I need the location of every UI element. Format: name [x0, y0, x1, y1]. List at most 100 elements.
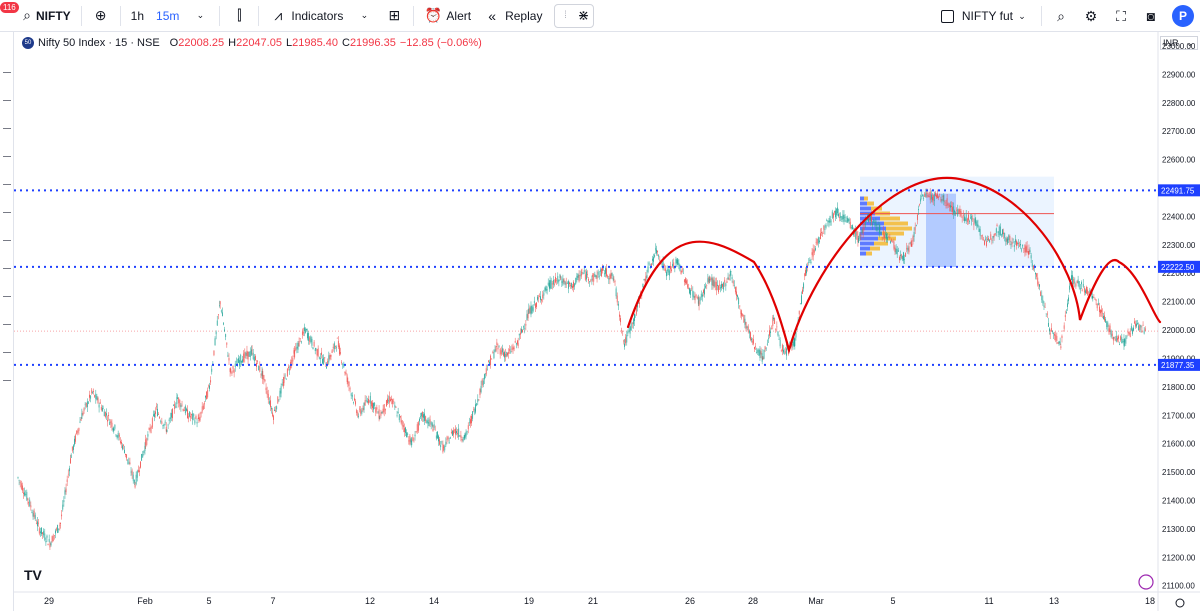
settings-button[interactable]: ⚙ [1076, 0, 1106, 32]
candle-body-down [1116, 337, 1118, 341]
candle-body-up [43, 531, 45, 536]
candle-body-down [967, 214, 969, 221]
candle-body-up [221, 312, 223, 317]
candle-body-up [930, 194, 932, 200]
candle-body-down [1118, 336, 1119, 339]
snapshot-button[interactable]: ◙ [1136, 0, 1166, 32]
currency-selector[interactable]: INR ⌄ [1160, 36, 1198, 50]
fullscreen-button[interactable]: ⛶ [1106, 0, 1136, 32]
candle-body-up [642, 283, 644, 288]
interval-1h-button[interactable]: 1h [130, 8, 145, 23]
price-chart[interactable]: 23000.00 22900.00 22800.00 22700.00 22600.00… [14, 32, 1200, 611]
candle-body-down [47, 543, 49, 546]
interval-15m-button[interactable]: 15m [156, 8, 180, 23]
candle-body-up [611, 273, 613, 276]
indicators-button[interactable]: ⩘ Indicators [263, 0, 349, 32]
candle-body-up [768, 338, 769, 340]
drawing-tool-widget[interactable]: ⁞ ⋇ [554, 3, 595, 28]
avatar[interactable]: P [1172, 5, 1194, 27]
candle-body-down [1101, 309, 1102, 313]
candle-body-up [225, 334, 227, 337]
candle-body-up [41, 527, 42, 535]
candle-body-down [985, 241, 987, 246]
plus-circle-icon: ⊕ [94, 7, 107, 23]
templates-button[interactable]: ⊞ [379, 0, 409, 32]
candle-body-up [850, 227, 852, 229]
candle-body-down [1037, 277, 1039, 285]
layout-checkbox[interactable] [940, 9, 954, 23]
quick-search-button[interactable]: ⌕ [1046, 0, 1076, 32]
candle-body-up [459, 435, 461, 437]
candle-body-down [673, 262, 675, 269]
candle-body-up [63, 500, 65, 503]
candle-body-down [680, 270, 682, 274]
compare-button[interactable]: ⊕ [86, 0, 116, 32]
candle-body-up [727, 276, 729, 280]
candle-body-down [610, 272, 612, 279]
candle-body-up [406, 432, 407, 438]
candle-body-up [1010, 244, 1012, 246]
candle-body-up [48, 538, 50, 542]
volume-profile-bar-down [874, 241, 888, 246]
tool-trendline-icon[interactable] [3, 100, 11, 101]
tool-cursor-icon[interactable] [3, 72, 11, 73]
candle-body-up [701, 294, 703, 297]
tool-text-icon[interactable] [3, 212, 11, 213]
candle-body-down [60, 522, 61, 524]
candle-body-down [139, 470, 140, 472]
candle-body-up [655, 247, 657, 251]
candle-body-down [1142, 324, 1144, 326]
alert-button[interactable]: ⏰ Alert [418, 0, 477, 32]
indicators-dropdown[interactable]: ⌄ [349, 0, 379, 32]
candle-body-up [215, 331, 217, 335]
interval-dropdown[interactable]: ⌄ [185, 0, 215, 32]
candle-body-up [211, 368, 213, 372]
candle-body-down [601, 269, 602, 277]
layout-selector[interactable]: NIFTY fut ⌄ [935, 0, 1037, 32]
candle-body-up [142, 454, 144, 458]
candle-body-up [205, 395, 206, 398]
candle-body-down [695, 294, 697, 296]
tool-measure-icon[interactable] [3, 240, 11, 241]
candle-body-up [697, 297, 699, 304]
candle-body-up [157, 408, 158, 417]
volume-profile-bar-up [860, 201, 867, 206]
tool-trash-icon[interactable] [3, 380, 11, 381]
candle-body-down [671, 269, 672, 271]
chart-type-button[interactable]: ⫿ [224, 0, 254, 32]
candle-body-up [1105, 319, 1107, 323]
candle-body-up [605, 268, 606, 274]
candle-body-up [825, 224, 827, 228]
candle-body-down [708, 277, 710, 283]
candle-body-up [830, 221, 832, 223]
candle-body-up [343, 363, 345, 367]
candle-body-down [644, 278, 646, 283]
tool-brush-icon[interactable] [3, 184, 11, 185]
replay-button[interactable]: « Replay [477, 0, 548, 32]
candle-body-down [536, 302, 537, 307]
candle-body-up [234, 363, 236, 368]
candle-body-down [590, 280, 592, 282]
candle-body-down [823, 225, 825, 230]
candle-body-down [89, 394, 90, 398]
candle-body-down [1062, 331, 1064, 332]
candle-body-down [495, 346, 497, 351]
tool-magnet-icon[interactable] [3, 296, 11, 297]
symbol-search-button[interactable]: ⌕ NIFTY [0, 0, 77, 32]
tool-pattern-icon[interactable] [3, 156, 11, 157]
tool-zoom-icon[interactable] [3, 268, 11, 269]
candle-body-down [1032, 265, 1034, 270]
chart-area[interactable]: 23000.00 22900.00 22800.00 22700.00 22600.00… [14, 32, 1200, 611]
tool-eye-icon[interactable] [3, 352, 11, 353]
candle-body-up [438, 435, 439, 442]
candle-body-up [311, 338, 313, 346]
candle-body-down [994, 232, 996, 235]
candle-body-down [172, 408, 173, 419]
candle-body-down [392, 399, 394, 404]
candle-body-up [533, 301, 535, 303]
candle-body-up [363, 402, 365, 410]
candle-body-down [966, 218, 968, 223]
tool-lock-icon[interactable] [3, 324, 11, 325]
notification-badge[interactable]: 116 [0, 2, 19, 13]
tool-fib-icon[interactable] [3, 128, 11, 129]
